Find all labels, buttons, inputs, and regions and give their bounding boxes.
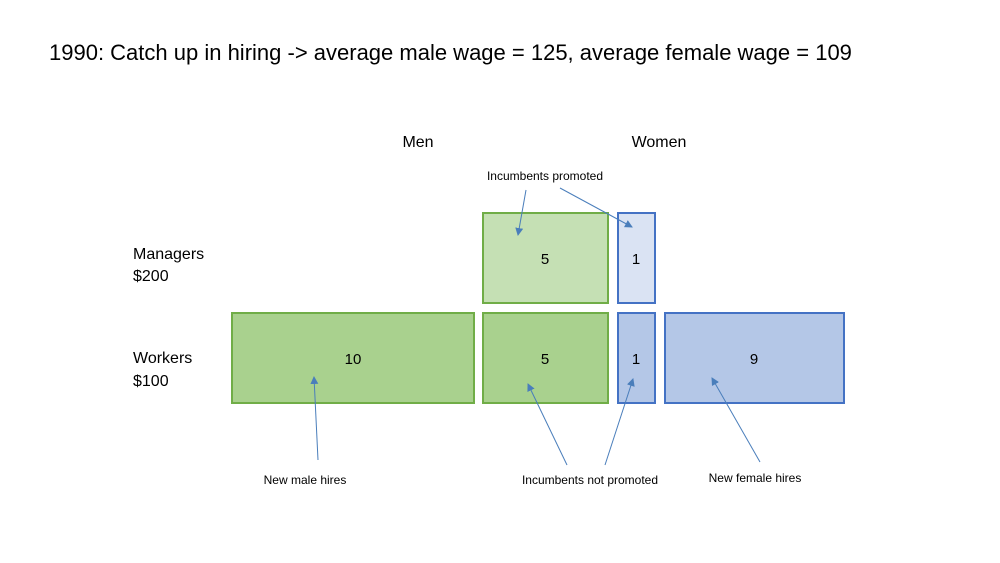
column-header-men: Men bbox=[402, 134, 433, 151]
box-men-managers-value: 5 bbox=[541, 251, 549, 268]
box-women-managers bbox=[617, 212, 656, 304]
arrow-promoted-men bbox=[515, 189, 527, 236]
slide-title: 1990: Catch up in hiring -> average male… bbox=[49, 40, 852, 65]
box-men-managers bbox=[482, 212, 609, 304]
arrow-not-promoted-men bbox=[527, 383, 568, 466]
box-women-new-hires bbox=[664, 312, 845, 404]
box-men-incumbent-workers-value: 5 bbox=[541, 351, 549, 368]
arrow-new-male-hires bbox=[310, 376, 319, 461]
row-wage-managers: $200 bbox=[133, 268, 169, 285]
arrow-not-promoted-women bbox=[604, 378, 635, 466]
box-men-new-hires bbox=[231, 312, 475, 404]
box-women-managers-value: 1 bbox=[632, 251, 640, 268]
annotation-new-female-hires: New female hires bbox=[709, 471, 802, 485]
box-women-incumbent-workers bbox=[617, 312, 656, 404]
annotation-incumbents-promoted: Incumbents promoted bbox=[487, 169, 603, 183]
column-header-women: Women bbox=[632, 134, 687, 151]
box-women-new-hires-value: 9 bbox=[750, 351, 758, 368]
annotation-new-male-hires: New male hires bbox=[264, 473, 347, 487]
box-women-incumbent-workers-value: 1 bbox=[632, 351, 640, 368]
arrow-promoted-women bbox=[559, 187, 633, 228]
annotation-incumbents-not-promoted: Incumbents not promoted bbox=[522, 473, 658, 487]
arrow-new-female-hires bbox=[711, 377, 761, 463]
row-label-managers: Managers bbox=[133, 246, 204, 263]
row-label-workers: Workers bbox=[133, 350, 192, 367]
box-men-new-hires-value: 10 bbox=[345, 351, 362, 368]
row-wage-workers: $100 bbox=[133, 373, 169, 390]
box-men-incumbent-workers bbox=[482, 312, 609, 404]
